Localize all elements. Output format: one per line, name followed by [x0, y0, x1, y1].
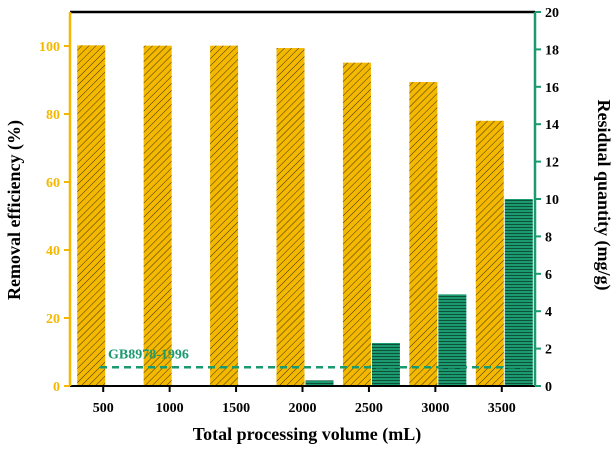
- residual-bar-2000: [305, 380, 334, 386]
- left-tick-label: 20: [46, 312, 60, 327]
- left-axis-title: Removal efficiency (%): [4, 120, 25, 300]
- x-axis-title: Total processing volume (mL): [193, 424, 422, 445]
- left-tick-label: 80: [46, 108, 60, 123]
- right-axis-title: Residual quantity (mg/g): [593, 99, 611, 290]
- efficiency-bar-3500: [475, 120, 504, 387]
- right-tick-label: 10: [545, 193, 559, 208]
- x-tick-label: 500: [93, 401, 114, 416]
- right-tick-label: 2: [545, 343, 552, 358]
- efficiency-bar-2000: [276, 48, 305, 386]
- right-tick-label: 0: [545, 380, 552, 395]
- x-tick-label: 2500: [355, 401, 383, 416]
- x-tick-label: 3500: [488, 401, 516, 416]
- efficiency-bar-2500: [342, 62, 371, 386]
- residual-bar-3500: [504, 199, 533, 386]
- left-tick-label: 100: [39, 40, 60, 55]
- right-tick-label: 4: [545, 305, 552, 320]
- reference-line-label: GB8978-1996: [108, 347, 189, 362]
- right-tick-label: 12: [545, 156, 559, 171]
- x-tick-label: 1000: [156, 401, 184, 416]
- right-tick-label: 18: [545, 43, 559, 58]
- right-tick-label: 16: [545, 81, 559, 96]
- reference-layer: GB8978-1996: [100, 347, 531, 369]
- efficiency-bar-1500: [210, 45, 239, 386]
- residual-bar-3000: [438, 294, 467, 386]
- left-tick-label: 0: [53, 380, 60, 395]
- right-tick-label: 14: [545, 118, 559, 133]
- residual-bar-2500: [371, 342, 400, 386]
- x-tick-label: 1500: [222, 401, 250, 416]
- efficiency-bar-500: [77, 45, 106, 386]
- right-tick-label: 20: [545, 6, 559, 21]
- efficiency-bar-3000: [409, 82, 438, 386]
- x-tick-label: 2000: [289, 401, 317, 416]
- bars-layer: [77, 45, 533, 387]
- left-tick-label: 60: [46, 176, 60, 191]
- efficiency-bar-1000: [143, 45, 172, 386]
- left-tick-label: 40: [46, 244, 60, 259]
- right-tick-label: 6: [545, 268, 552, 283]
- x-tick-label: 3000: [421, 401, 449, 416]
- right-tick-label: 8: [545, 230, 552, 245]
